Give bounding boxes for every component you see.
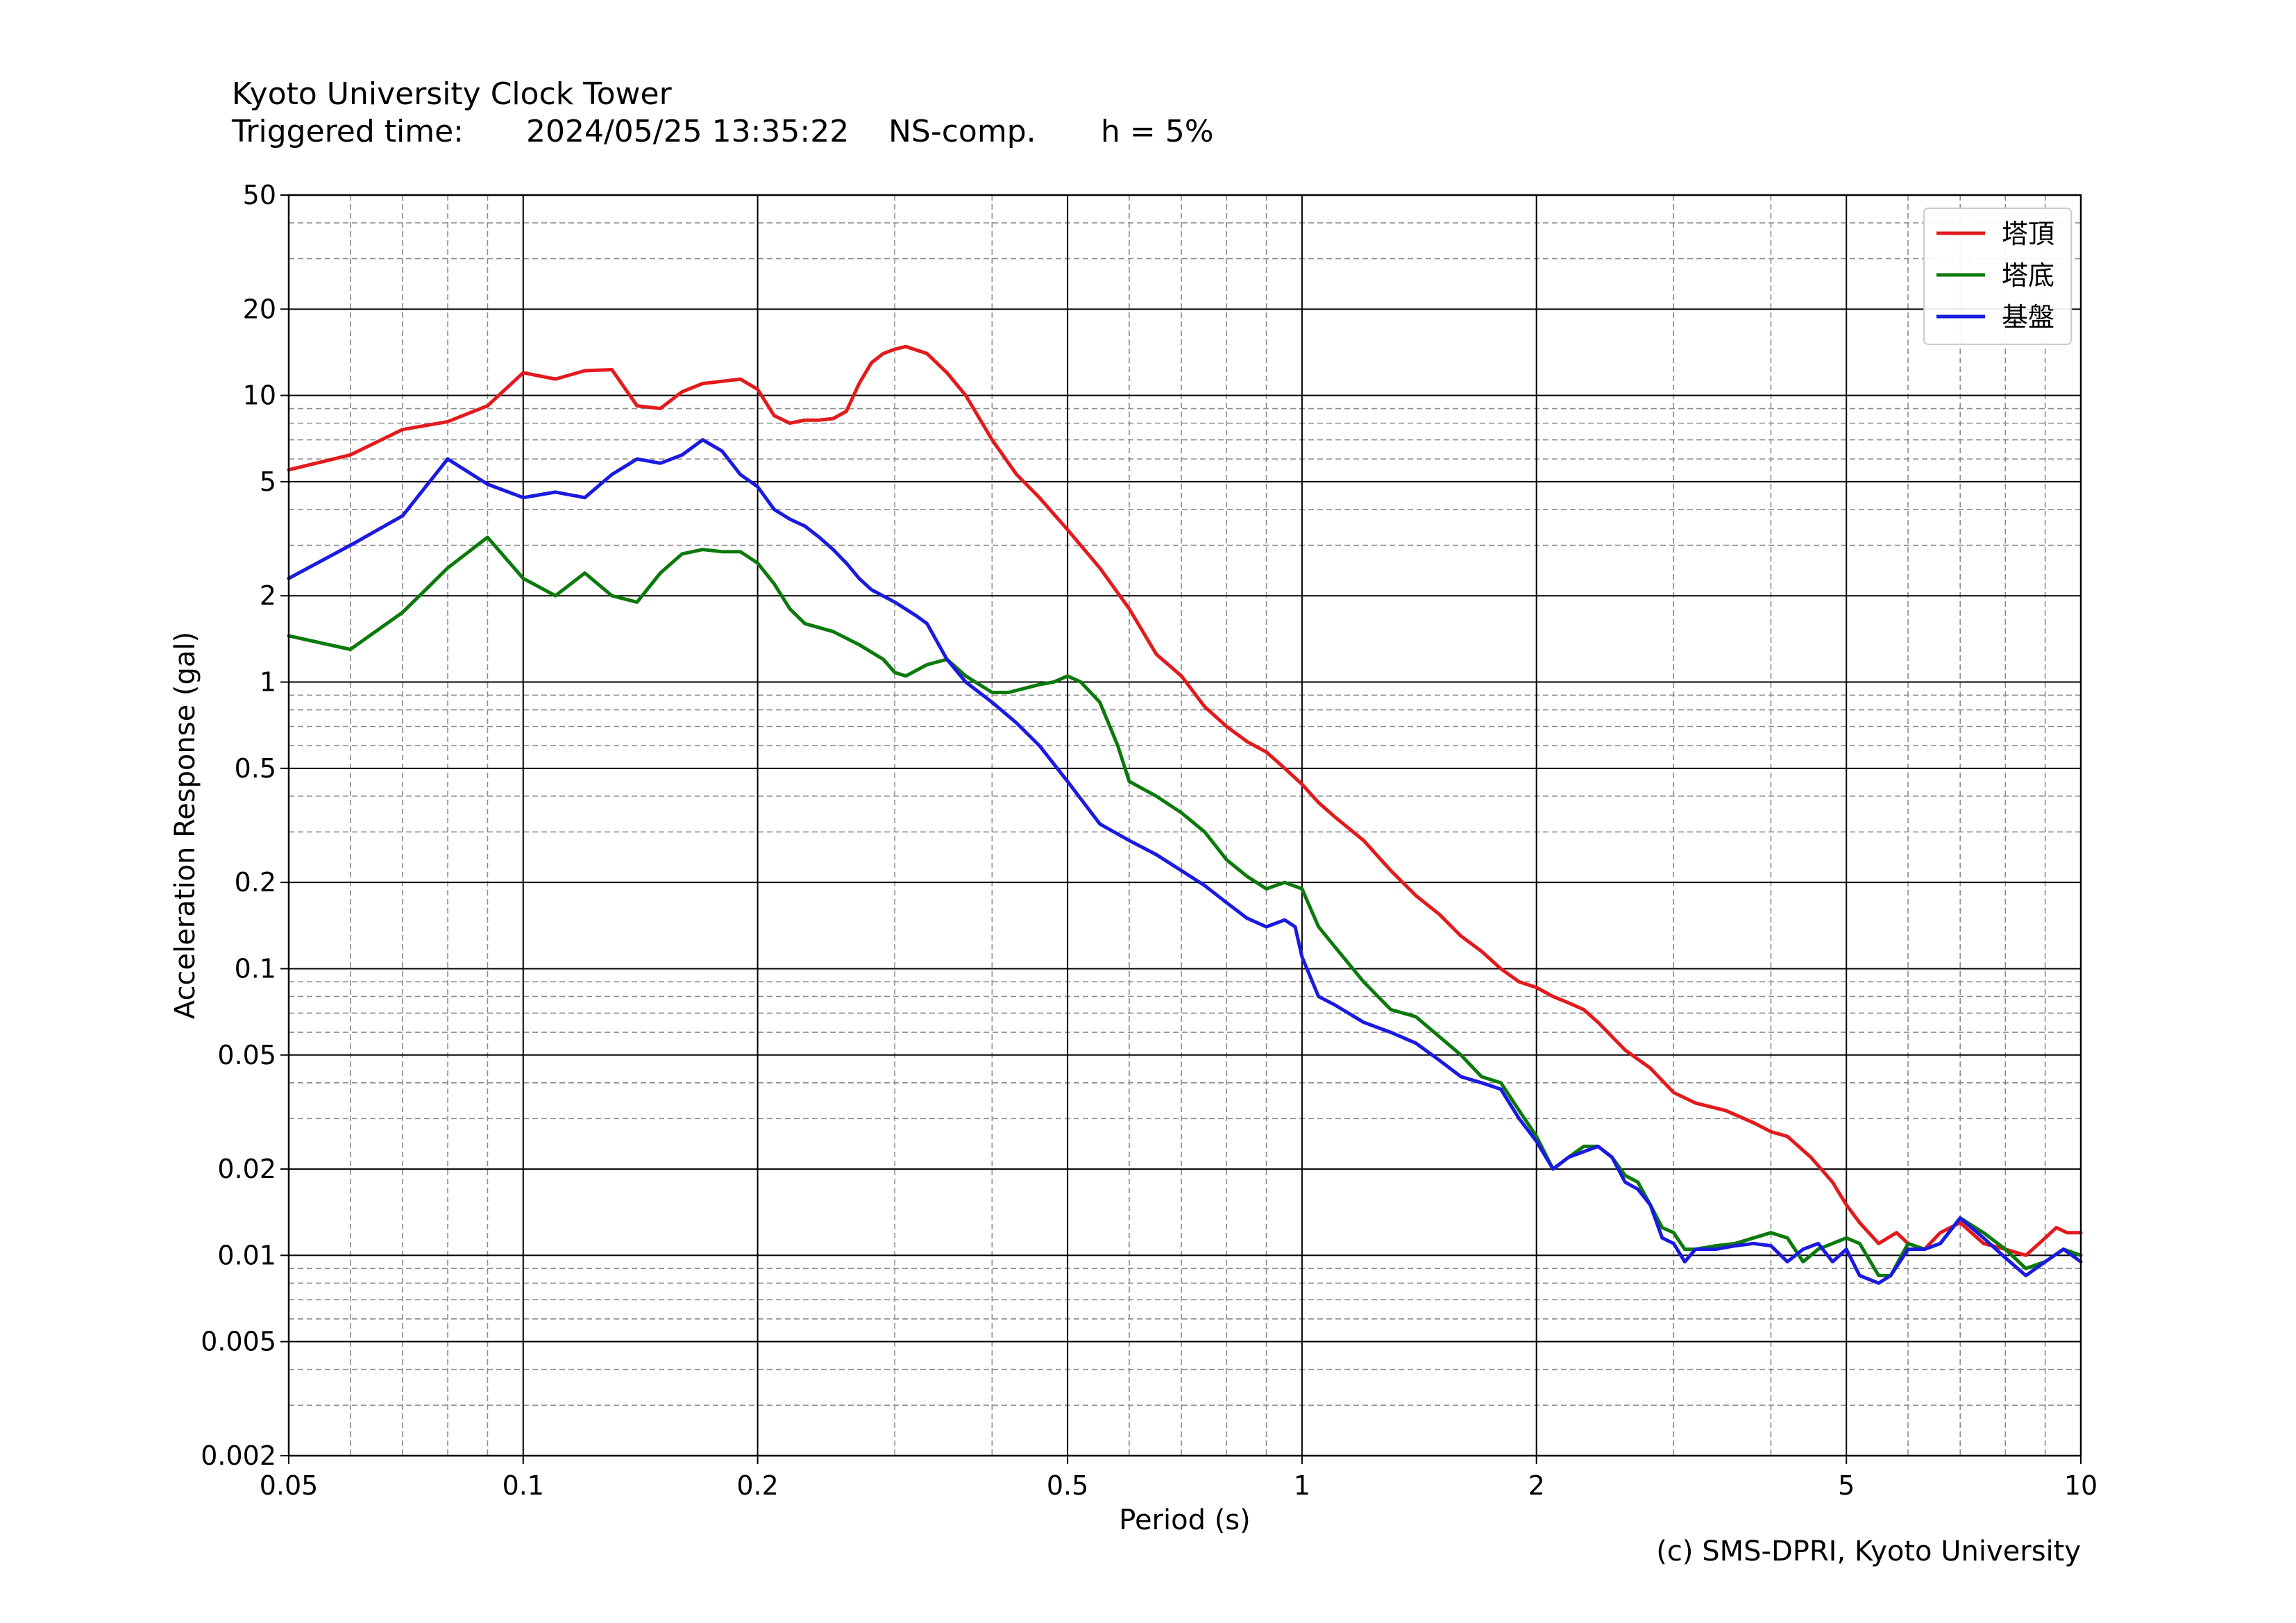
y-tick-label: 0.5 — [235, 753, 276, 784]
axis-ticks: 0.05 0.1 0.2 0.5 1 2 5 10 0.002 0.005 0.01 0.02 0.05… — [201, 180, 2097, 1501]
legend-entry: 塔底 — [2002, 260, 2054, 291]
x-tick-label: 0.1 — [503, 1470, 544, 1501]
y-tick-label: 0.1 — [235, 953, 276, 984]
y-tick-label: 5 — [260, 466, 276, 497]
y-tick-label: 0.01 — [217, 1240, 276, 1270]
y-tick-label: 2 — [260, 580, 276, 611]
y-tick-label: 1 — [260, 667, 276, 698]
component-label: NS-comp. — [888, 114, 1036, 149]
x-axis-label: Period (s) — [1119, 1504, 1251, 1536]
triggered-label: Triggered time: — [232, 114, 464, 149]
x-tick-label: 10 — [2064, 1470, 2097, 1501]
y-tick-label: 50 — [243, 180, 276, 210]
credit: (c) SMS-DPRI, Kyoto University — [1656, 1536, 2081, 1567]
x-tick-label: 0.5 — [1047, 1470, 1088, 1501]
y-tick-label: 0.005 — [201, 1327, 276, 1357]
legend-entry: 塔頂 — [2002, 219, 2054, 249]
y-tick-label: 0.2 — [235, 867, 276, 898]
plot-frame — [287, 194, 2082, 1457]
y-tick-label: 0.05 — [217, 1040, 276, 1070]
grid — [288, 194, 2082, 1456]
legend-entry: 基盤 — [2002, 302, 2054, 333]
series-line-3 — [287, 438, 2083, 1285]
y-tick-label: 0.02 — [217, 1154, 276, 1184]
y-tick-label: 20 — [243, 294, 276, 324]
x-tick-label: 2 — [1528, 1470, 1545, 1501]
x-tick-label: 5 — [1838, 1470, 1855, 1501]
series-line-1 — [287, 344, 2083, 1257]
x-tick-label: 0.2 — [736, 1470, 778, 1501]
chart-title: Kyoto University Clock Tower — [232, 76, 672, 112]
series-lines — [287, 344, 2083, 1285]
x-tick-label: 0.05 — [260, 1470, 319, 1501]
x-tick-label: 1 — [1294, 1470, 1310, 1501]
legend-box — [1923, 208, 2072, 345]
triggered-value: 2024/05/25 13:35:22 — [526, 114, 850, 149]
y-tick-label: 10 — [243, 380, 276, 411]
series-line-2 — [287, 535, 2083, 1277]
y-tick-label: 0.002 — [201, 1440, 276, 1471]
y-axis-label: Acceleration Response (gal) — [169, 632, 201, 1019]
damping-label: h = 5% — [1101, 114, 1214, 149]
